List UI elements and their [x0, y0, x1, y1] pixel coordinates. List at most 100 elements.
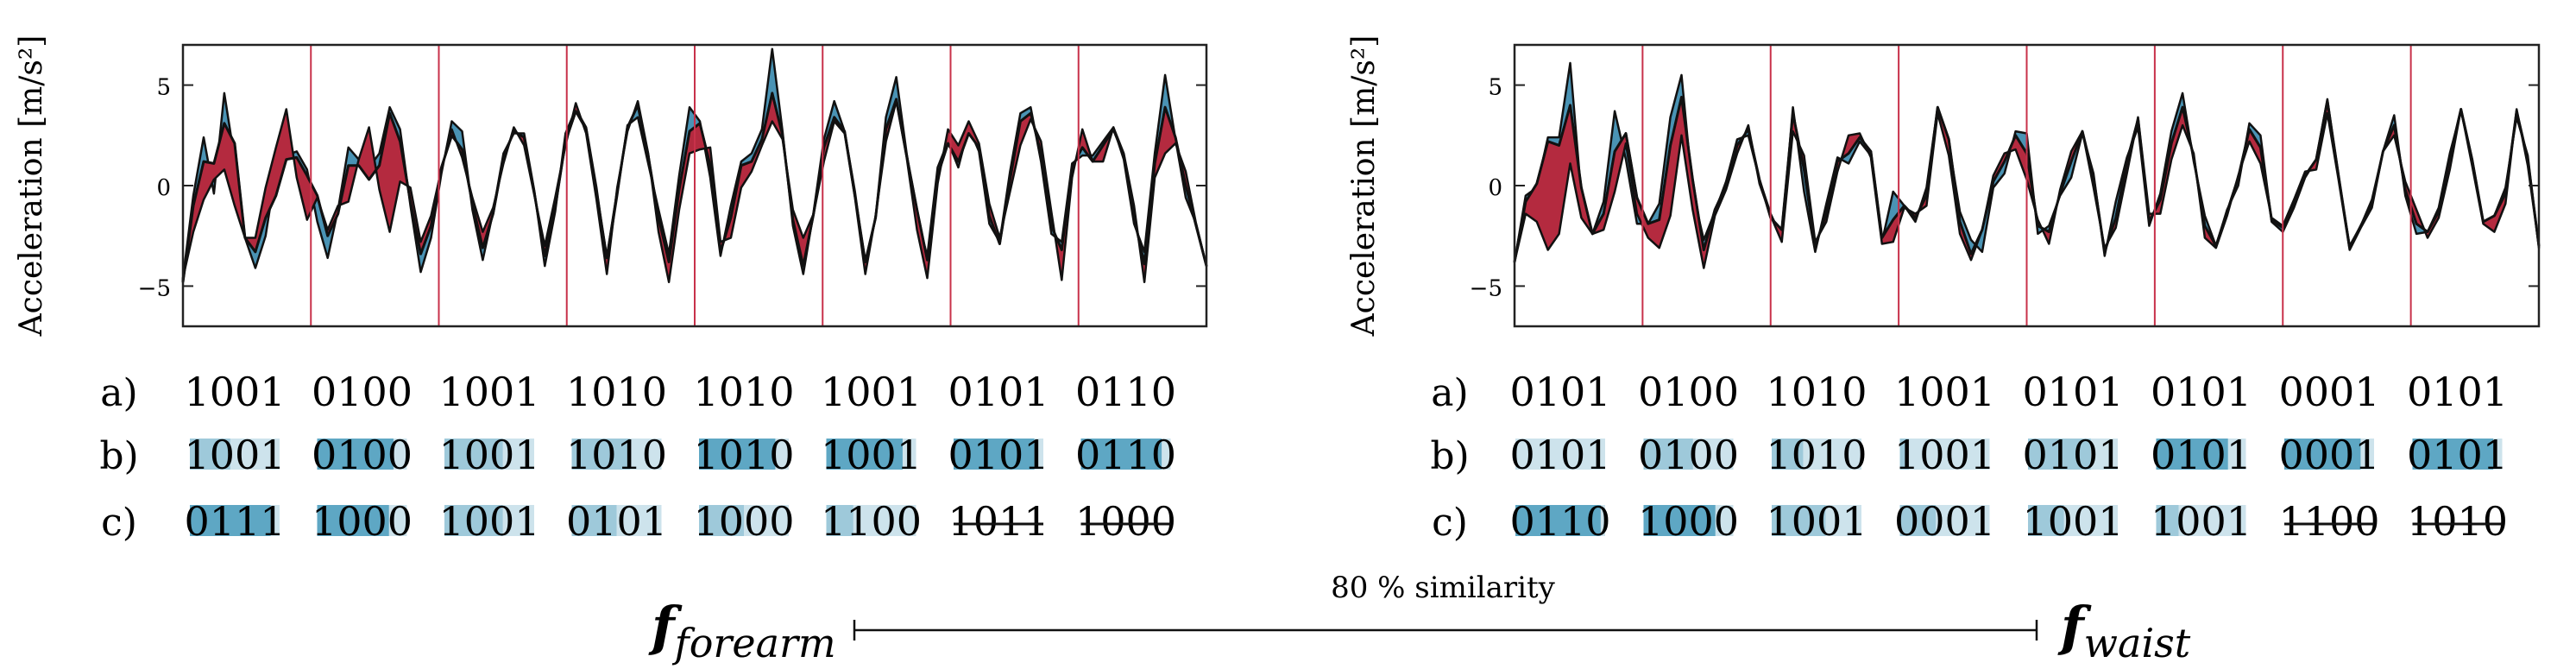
f-waist-subscript: waist — [2084, 620, 2191, 666]
bit-code-a: 1010 — [693, 369, 794, 415]
bit-cell-fill — [826, 505, 853, 536]
bit-code-a: 1010 — [1766, 369, 1867, 415]
bit-cell-fill — [2156, 439, 2228, 470]
bit-cell-fill — [2412, 439, 2494, 470]
similarity-label: 80 % similarity — [1331, 571, 1556, 605]
bit-code-b: 0101 — [2407, 432, 2508, 478]
bit-code-b: 1001 — [184, 432, 285, 478]
bit-code-b: 0101 — [2022, 432, 2123, 478]
bit-code-b: 0100 — [1638, 432, 1739, 478]
bit-code-c: 1000 — [312, 498, 413, 545]
bit-cell-fill — [190, 505, 271, 536]
bit-code-c: 1100 — [2278, 498, 2379, 545]
y-tick-label: 0 — [156, 175, 171, 201]
y-tick-label: 5 — [1488, 75, 1502, 101]
bit-code-b: 0101 — [2151, 432, 2252, 478]
bit-code-c: 1011 — [948, 498, 1049, 545]
bit-cell-fill — [2156, 505, 2179, 536]
bit-code-c: 0101 — [566, 498, 667, 545]
bit-code-c: 0110 — [1509, 498, 1610, 545]
bit-code-b: 1010 — [566, 432, 667, 478]
bit-cell-fill — [1643, 505, 1716, 536]
bit-cell-fill — [2028, 505, 2064, 536]
bit-cell-fill — [826, 439, 903, 470]
bit-code-b: 1010 — [1766, 432, 1867, 478]
row-label-a: a) — [100, 371, 137, 415]
bit-code-c: 1001 — [2151, 498, 2252, 545]
bit-cell-fill — [1899, 439, 1909, 470]
bit-code-c: 1010 — [2407, 498, 2508, 545]
bit-code-c: 0111 — [184, 498, 285, 545]
row-label-c: c) — [1432, 501, 1468, 545]
bit-cell-fill — [2028, 439, 2091, 470]
bit-code-a: 0001 — [2278, 369, 2379, 415]
bit-code-b: 0100 — [312, 432, 413, 478]
bit-code-a: 0101 — [948, 369, 1049, 415]
bit-code-b: 1001 — [438, 432, 539, 478]
f-forearm-subscript: forearm — [672, 620, 836, 666]
bit-code-a: 0101 — [1509, 369, 1610, 415]
bit-cell-fill — [571, 439, 631, 470]
bit-code-b: 1001 — [1894, 432, 1995, 478]
bit-cell-fill — [699, 505, 744, 536]
f-forearm-label: fforearm — [648, 595, 836, 666]
row-label-b: b) — [99, 434, 138, 478]
bit-code-b: 0001 — [2278, 432, 2379, 478]
bit-code-a: 0100 — [312, 369, 413, 415]
y-tick-label: −5 — [138, 275, 171, 301]
bit-code-c: 1000 — [693, 498, 794, 545]
bit-code-c: 1001 — [2022, 498, 2123, 545]
bit-cell-fill — [1080, 439, 1162, 470]
bit-cell-fill — [1643, 439, 1693, 470]
f-waist-label: fwaist — [2057, 595, 2191, 666]
row-label-c: c) — [101, 501, 137, 545]
bit-code-c: 1001 — [438, 498, 539, 545]
bit-cell-fill — [1899, 505, 1937, 536]
bit-code-a: 0101 — [2022, 369, 2123, 415]
bit-code-a: 1001 — [821, 369, 922, 415]
bit-cell-fill — [317, 439, 394, 470]
row-label-b: b) — [1430, 434, 1469, 478]
bit-cell-background — [1899, 439, 1990, 470]
bit-code-c: 1000 — [1638, 498, 1739, 545]
bit-code-c: 0001 — [1894, 498, 1995, 545]
y-tick-label: 0 — [1488, 175, 1502, 201]
bit-cell-fill — [2284, 439, 2361, 470]
bit-code-a: 1001 — [1894, 369, 1995, 415]
forearm-panel: −5 0 5 Acceleration [m/s²] a) 1001 0100 1001 101… — [14, 35, 1208, 545]
bit-code-b: 0101 — [1509, 432, 1610, 478]
bit-cell-fill — [699, 439, 776, 470]
bit-cell-fill — [444, 505, 503, 536]
y-axis-label: Acceleration [m/s²] — [14, 35, 49, 338]
bit-cell-fill — [954, 439, 1035, 470]
y-axis-label: Acceleration [m/s²] — [1346, 35, 1382, 338]
bit-code-c: 1001 — [1766, 498, 1867, 545]
bit-cell-background — [1515, 439, 1605, 470]
bit-code-a: 0101 — [2151, 369, 2252, 415]
bit-cell-fill — [1515, 505, 1601, 536]
bit-code-c: 1100 — [821, 498, 922, 545]
waist-panel: −5 0 5 Acceleration [m/s²] a) 0101 0100 1010 100… — [1346, 35, 2541, 545]
bit-code-a: 0100 — [1638, 369, 1739, 415]
bit-code-a: 1001 — [184, 369, 285, 415]
bit-cell-fill — [571, 505, 617, 536]
bit-code-b: 1001 — [821, 432, 922, 478]
bit-code-b: 0101 — [948, 432, 1049, 478]
bit-cell-fill — [317, 505, 389, 536]
bit-cell-fill — [1772, 505, 1826, 536]
bit-cell-fill — [444, 439, 503, 470]
bit-code-a: 1001 — [438, 369, 539, 415]
bit-code-b: 0110 — [1075, 432, 1176, 478]
bit-code-a: 0101 — [2407, 369, 2508, 415]
bit-code-b: 1010 — [693, 432, 794, 478]
bit-cell-fill — [190, 439, 230, 470]
bit-code-a: 1010 — [566, 369, 667, 415]
bit-code-a: 0110 — [1075, 369, 1176, 415]
row-label-a: a) — [1431, 371, 1468, 415]
y-tick-label: −5 — [1470, 275, 1502, 301]
bit-code-c: 1000 — [1075, 498, 1176, 545]
bit-cell-fill — [1772, 439, 1804, 470]
similarity-bracket: 80 % similarity fforearm fwaist — [648, 571, 2191, 666]
y-tick-label: 5 — [156, 75, 171, 101]
